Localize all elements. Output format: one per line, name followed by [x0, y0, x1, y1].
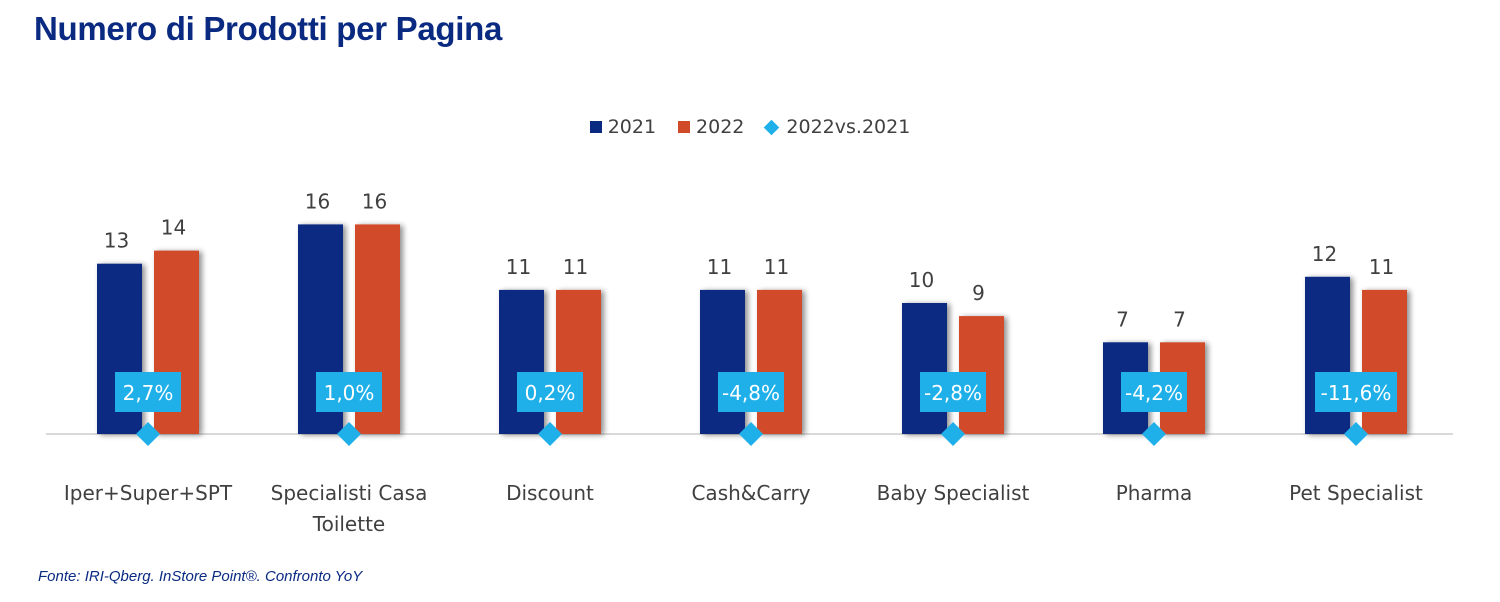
bar-2022	[757, 289, 802, 434]
legend-item-2022: 2022	[678, 116, 744, 138]
change-label: 0,2%	[525, 381, 576, 405]
legend-label-2022: 2022	[696, 116, 745, 138]
bar-2022	[556, 289, 601, 434]
change-marker-diamond	[1344, 422, 1368, 446]
bar-2022	[1362, 289, 1407, 434]
legend-label-2021: 2021	[607, 116, 657, 138]
change-label: 1,0%	[324, 381, 375, 405]
change-marker-diamond	[941, 422, 965, 446]
category-label-line: Specialisti Casa	[271, 481, 428, 505]
change-label-box	[517, 372, 583, 412]
legend-swatch-2022	[678, 121, 691, 133]
legend-label-change: 2022vs.2021	[786, 116, 911, 138]
legend: 2021 2022 2022vs.2021	[0, 116, 1500, 138]
category-label-line: Iper+Super+SPT	[64, 481, 233, 505]
category-label: Pet Specialist	[1289, 481, 1423, 505]
change-marker-diamond	[337, 422, 361, 446]
change-marker-diamond	[136, 422, 160, 446]
change-label: 2,7%	[123, 381, 174, 405]
category-label: Discount	[506, 481, 594, 505]
category-label: Cash&Carry	[691, 481, 810, 505]
bar-2021	[700, 289, 745, 434]
data-label-2022: 7	[1173, 307, 1186, 331]
change-label-box	[115, 372, 181, 412]
change-label: -4,2%	[1125, 381, 1183, 405]
change-label-box	[718, 372, 784, 412]
change-label-box	[316, 372, 382, 412]
change-label: -11,6%	[1321, 381, 1392, 405]
category-label: Specialisti Casa Toilette	[271, 481, 428, 536]
bar-2021	[499, 289, 544, 434]
data-label-2021: 7	[1116, 307, 1129, 331]
legend-item-change: 2022vs.2021	[764, 116, 911, 138]
category-label-line: Pharma	[1116, 481, 1193, 505]
data-label-2022: 16	[362, 189, 387, 213]
data-label-2021: 16	[305, 189, 330, 213]
change-marker-diamond	[1142, 422, 1166, 446]
data-label-2021: 11	[707, 255, 732, 279]
category-label-line: Baby Specialist	[877, 481, 1030, 505]
category-label: Iper+Super+SPT	[64, 481, 233, 505]
change-label-box	[920, 372, 986, 412]
category-label-line: Pet Specialist	[1289, 481, 1423, 505]
legend-swatch-2021	[589, 121, 602, 133]
change-marker-diamond	[739, 422, 763, 446]
data-label-2021: 10	[909, 268, 934, 292]
change-label-box	[1121, 372, 1187, 412]
data-label-2022: 11	[764, 255, 789, 279]
change-marker-diamond	[538, 422, 562, 446]
data-label-2022: 14	[161, 216, 186, 240]
bar-2021	[902, 303, 947, 434]
legend-item-2021: 2021	[589, 116, 657, 138]
source-note: Fonte: IRI-Qberg. InStore Point®. Confro…	[38, 568, 363, 585]
category-label-line: Discount	[506, 481, 594, 505]
category-label: Baby Specialist	[877, 481, 1030, 505]
category-label-line: Toilette	[312, 512, 385, 536]
data-label-2022: 11	[563, 255, 588, 279]
change-label: -4,8%	[722, 381, 780, 405]
change-label: -2,8%	[924, 381, 982, 405]
change-label-box	[1315, 372, 1397, 412]
data-label-2021: 11	[506, 255, 531, 279]
data-label-2022: 9	[972, 281, 985, 305]
data-label-2021: 13	[104, 229, 129, 253]
chart-title: Numero di Prodotti per Pagina	[34, 10, 503, 47]
category-label: Pharma	[1116, 481, 1193, 505]
data-label-2021: 12	[1312, 242, 1337, 266]
data-label-2022: 11	[1369, 255, 1394, 279]
category-label-line: Cash&Carry	[691, 481, 810, 505]
